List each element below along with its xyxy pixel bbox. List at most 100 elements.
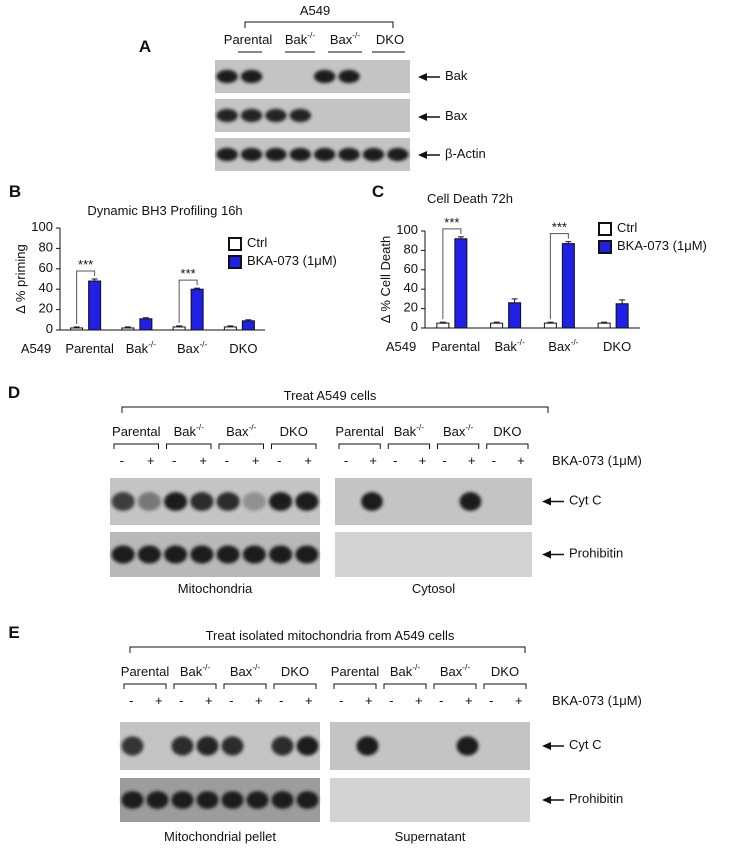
treatment-sign: + — [205, 693, 213, 708]
band — [269, 545, 293, 564]
band — [459, 492, 482, 511]
treatment-sign: + — [305, 693, 313, 708]
lane-label: Parental — [224, 32, 273, 47]
bracket — [387, 443, 430, 449]
treatment-sign: - — [229, 693, 233, 708]
treatment-sign: + — [468, 453, 476, 468]
band — [216, 492, 240, 511]
treatment-sign: - — [129, 693, 133, 708]
x-tick-label: Bak-/- — [494, 337, 525, 354]
bar — [70, 327, 84, 331]
treatment-sign: - — [439, 693, 443, 708]
bar — [454, 238, 468, 329]
chart-title: Cell Death 72h — [427, 191, 513, 206]
bar — [508, 302, 522, 329]
x-tick-label: Parental — [432, 339, 481, 354]
lane-label: Bax-/- — [226, 422, 257, 439]
band-label: Bak — [445, 68, 468, 83]
legend-swatch — [228, 237, 242, 251]
treatment-sign: + — [419, 453, 427, 468]
y-tick-label: 0 — [411, 319, 418, 334]
panel-label: B — [9, 182, 21, 201]
significance-bracket — [442, 228, 462, 320]
bracket — [333, 683, 377, 689]
band — [361, 492, 383, 511]
y-axis-label: Δ % Cell Death — [378, 236, 393, 323]
lane-label: Bax-/- — [330, 30, 361, 47]
band — [221, 736, 244, 756]
bar — [597, 322, 611, 329]
band — [387, 147, 409, 162]
bracket — [113, 443, 159, 449]
treatment-sign: + — [155, 693, 163, 708]
lane-label: Parental — [112, 424, 161, 439]
lane-label: DKO — [280, 424, 308, 439]
band-label: Bax — [445, 108, 468, 123]
treatment-sign: - — [393, 453, 397, 468]
band — [240, 108, 263, 123]
treatment-sign: + — [369, 453, 377, 468]
bracket — [338, 443, 381, 449]
legend-swatch — [598, 222, 612, 236]
treatment-label: BKA-073 (1μM) — [552, 693, 642, 708]
treatment-sign: + — [415, 693, 423, 708]
treatment-sign: + — [365, 693, 373, 708]
band — [216, 108, 238, 123]
treatment-sign: + — [252, 453, 260, 468]
bracket — [383, 683, 427, 689]
treatment-sign: + — [465, 693, 473, 708]
treatment-sign: - — [279, 693, 283, 708]
fraction-label: Mitochondrial pellet — [164, 829, 276, 844]
arrow-head — [542, 497, 551, 506]
band — [313, 147, 336, 162]
treatment-sign: - — [179, 693, 183, 708]
lane-label: Parental — [121, 664, 170, 679]
legend-label: Ctrl — [617, 220, 637, 235]
bar — [139, 318, 153, 331]
treatment-label: BKA-073 (1μM) — [552, 453, 642, 468]
lane-label: DKO — [491, 664, 519, 679]
band — [146, 791, 169, 809]
band — [289, 147, 312, 162]
y-tick-label: 20 — [39, 301, 53, 316]
significance-bracket — [178, 279, 198, 323]
treatment-sign: - — [339, 693, 343, 708]
treatment-sign: - — [277, 453, 281, 468]
significance-bracket — [76, 270, 96, 324]
bar — [561, 243, 575, 329]
y-tick-label: 100 — [396, 222, 418, 237]
treatment-sign: - — [442, 453, 446, 468]
arrow-head — [542, 742, 551, 750]
lane-label: Parental — [331, 664, 380, 679]
bar — [190, 288, 204, 331]
panel-label: A — [139, 37, 151, 56]
band — [338, 147, 360, 162]
bar — [88, 280, 102, 331]
significance: *** — [444, 215, 459, 230]
band — [362, 147, 385, 162]
band — [296, 736, 319, 756]
treatment-sign: - — [225, 453, 229, 468]
fraction-label: Supernatant — [395, 829, 466, 844]
band — [164, 545, 188, 564]
treatment-sign: + — [517, 453, 525, 468]
bar — [172, 326, 186, 331]
y-tick-label: 20 — [404, 300, 418, 315]
treatment-sign: + — [147, 453, 155, 468]
treatment-sign: + — [255, 693, 263, 708]
bracket — [486, 443, 529, 449]
fraction-label: Mitochondria — [178, 581, 253, 596]
lane-label: Bak-/- — [174, 422, 205, 439]
legend-label: BKA-073 (1μM) — [617, 238, 707, 253]
y-tick-label: 80 — [404, 242, 418, 257]
band — [121, 736, 144, 756]
lane-label: Bak-/- — [285, 30, 316, 47]
band — [164, 492, 188, 511]
bracket — [123, 683, 167, 689]
band — [171, 791, 194, 809]
x-tick-label: Bak-/- — [126, 339, 157, 356]
x-tick-label: Bax-/- — [548, 337, 579, 354]
band — [456, 736, 479, 756]
y-tick-label: 40 — [39, 281, 53, 296]
